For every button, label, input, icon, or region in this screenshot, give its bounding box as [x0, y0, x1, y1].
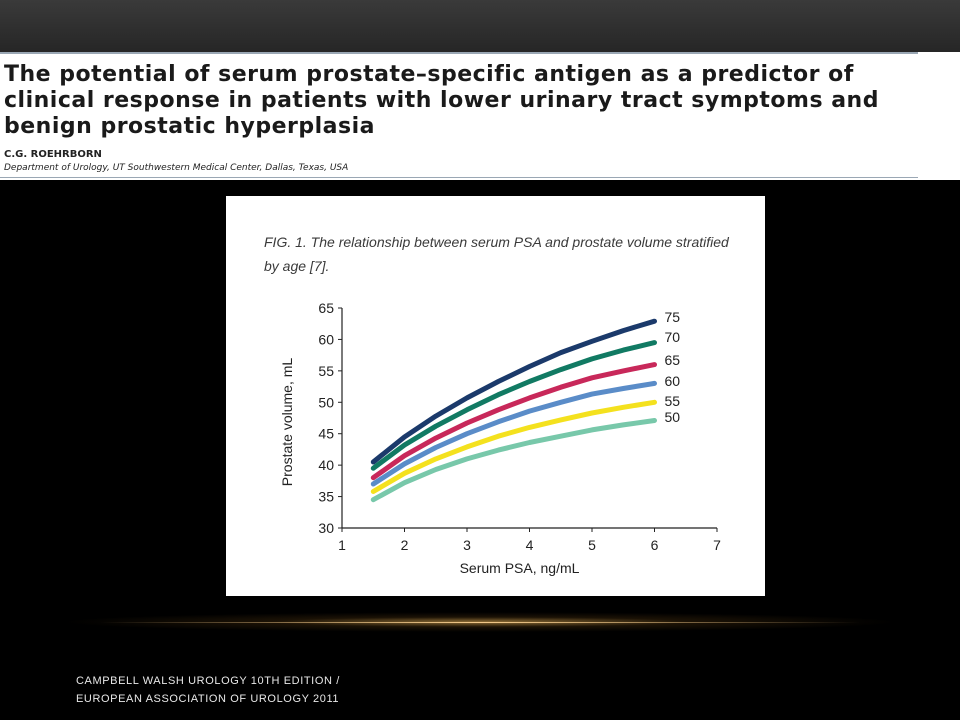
series-label-50: 50: [665, 409, 681, 425]
x-tick-label: 3: [463, 537, 471, 553]
series-line-65: [370, 362, 657, 481]
series-label-60: 60: [665, 373, 681, 389]
series-label-70: 70: [665, 329, 681, 345]
y-tick-label: 65: [318, 300, 334, 316]
x-tick-label: 5: [588, 537, 596, 553]
y-tick-label: 55: [318, 363, 334, 379]
article-title: The potential of serum prostate–specific…: [4, 62, 879, 139]
y-tick-label: 35: [318, 489, 334, 505]
series-line-70: [370, 340, 657, 471]
series-line-60: [370, 380, 657, 487]
y-tick-label: 45: [318, 426, 334, 442]
series-line-75: [370, 318, 657, 465]
article-header-banner: The potential of serum prostate–specific…: [0, 52, 960, 180]
series-line-55: [370, 399, 657, 494]
y-tick-label: 30: [318, 520, 334, 536]
footer-line-1: CAMPBELL WALSH UROLOGY 10TH EDITION /: [76, 675, 340, 687]
y-axis-title: Prostate volume, mL: [279, 358, 295, 487]
source-footer: CAMPBELL WALSH UROLOGY 10TH EDITION / EU…: [76, 672, 396, 708]
series-line-50: [370, 418, 657, 503]
series-label-55: 55: [665, 393, 681, 409]
series-label-65: 65: [665, 352, 681, 368]
x-axis-title: Serum PSA, ng/mL: [460, 560, 580, 576]
figure-caption: FIG. 1. The relationship between serum P…: [264, 234, 729, 274]
banner-top-rule: [0, 52, 918, 54]
footer-line-2: EUROPEAN ASSOCIATION OF UROLOGY 2011: [76, 693, 340, 705]
y-tick-label: 40: [318, 457, 334, 473]
article-author: C.G. ROEHRBORN: [4, 149, 102, 160]
x-tick-label: 2: [401, 537, 409, 553]
x-tick-label: 6: [651, 537, 659, 553]
series-label-75: 75: [665, 309, 681, 325]
x-tick-label: 4: [526, 537, 534, 553]
decorative-glow-line: [100, 622, 860, 623]
article-affiliation: Department of Urology, UT Southwestern M…: [4, 163, 349, 173]
x-tick-label: 7: [713, 537, 721, 553]
banner-bottom-rule: [0, 177, 918, 178]
slide-top-bar: [0, 0, 960, 52]
x-tick-label: 1: [338, 537, 346, 553]
y-tick-label: 50: [318, 394, 334, 410]
figure-panel: FIG. 1. The relationship between serum P…: [226, 196, 765, 596]
y-tick-label: 60: [318, 331, 334, 347]
